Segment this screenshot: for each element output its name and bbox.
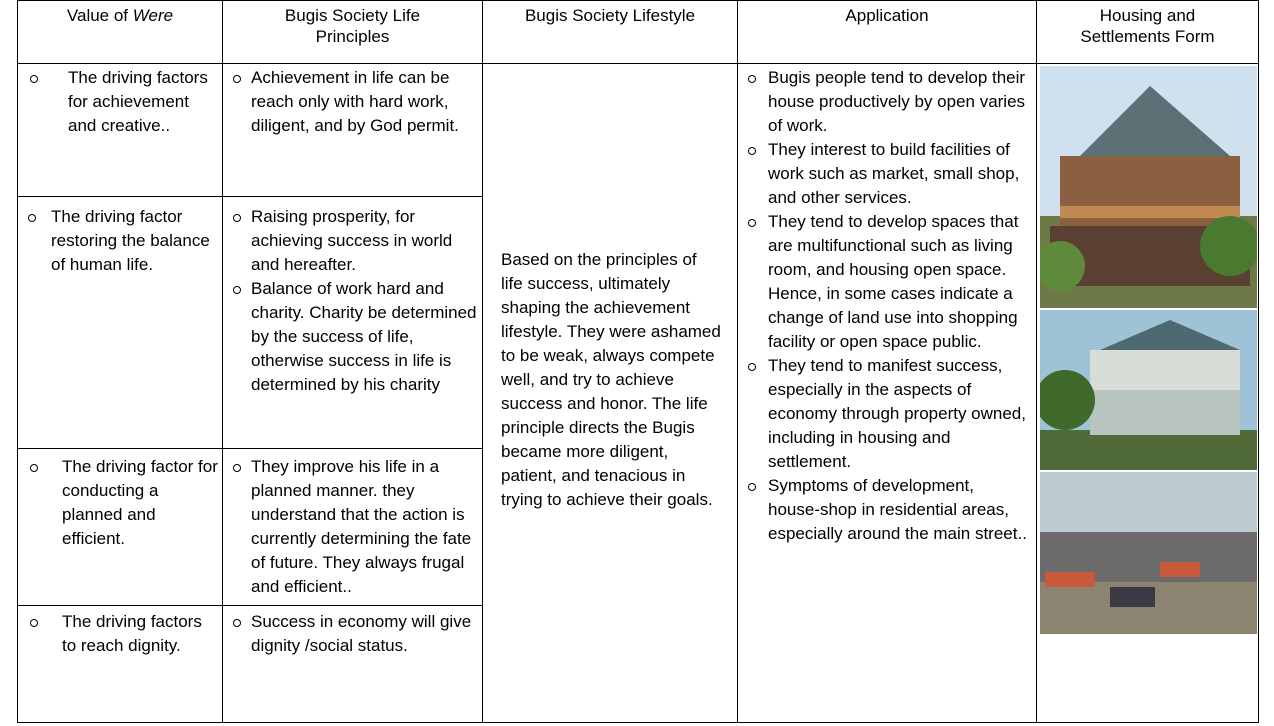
market-photo <box>1040 472 1257 634</box>
cell: Bugis people tend to develop their house… <box>737 63 1037 723</box>
header-text: Bugis Society Life Principles <box>284 6 421 46</box>
header-cell: Bugis Society Life Principles <box>222 0 483 64</box>
application-text: They tend to develop spaces that are mul… <box>742 210 1028 354</box>
cell: The driving factors for achievement and … <box>17 63 223 197</box>
principle-text: Balance of work hard and charity. Charit… <box>227 277 480 397</box>
application-text: Bugis people tend to develop their house… <box>742 66 1028 138</box>
cell: They improve his life in a planned manne… <box>222 448 483 606</box>
header-text: Application <box>845 6 929 25</box>
cell: Based on the principles of life success,… <box>482 63 738 723</box>
value-text: The driving factor for conducting a plan… <box>22 455 218 551</box>
principle-text: They improve his life in a planned manne… <box>227 455 480 599</box>
application-text: They interest to build facilities of wor… <box>742 138 1028 210</box>
header-emphasis: Were <box>132 6 174 25</box>
house-photo <box>1040 66 1257 308</box>
header-text: Value of <box>66 6 129 25</box>
cell: Success in economy will give dignity /so… <box>222 605 483 723</box>
house-photo <box>1040 310 1257 470</box>
cell: Raising prosperity, for achieving succes… <box>222 196 483 449</box>
principle-text: Achievement in life can be reach only wi… <box>227 66 476 138</box>
cell: The driving factor restoring the balance… <box>17 196 223 449</box>
value-text: The driving factor restoring the balance… <box>22 205 218 277</box>
principle-text: Success in economy will give dignity /so… <box>227 610 476 658</box>
header-cell: Bugis Society Lifestyle <box>482 0 738 64</box>
header-text: Bugis Society Lifestyle <box>524 6 696 25</box>
application-text: Symptoms of development, house-shop in r… <box>742 474 1028 546</box>
cell <box>1036 63 1259 723</box>
header-text: Housing and Settlements Form <box>1080 6 1215 46</box>
application-text: They tend to manifest success, especiall… <box>742 354 1028 474</box>
cell: The driving factors to reach dignity. <box>17 605 223 723</box>
cell: The driving factor for conducting a plan… <box>17 448 223 606</box>
value-text: The driving factors to reach dignity. <box>22 610 218 658</box>
principle-text: Raising prosperity, for achieving succes… <box>227 205 480 277</box>
header-cell: Value of Were <box>17 0 223 64</box>
cell: Achievement in life can be reach only wi… <box>222 63 483 197</box>
header-cell: Housing and Settlements Form <box>1036 0 1259 64</box>
lifestyle-text: Based on the principles of life success,… <box>501 250 721 509</box>
header-cell: Application <box>737 0 1037 64</box>
value-text: The driving factors for achievement and … <box>22 66 218 138</box>
